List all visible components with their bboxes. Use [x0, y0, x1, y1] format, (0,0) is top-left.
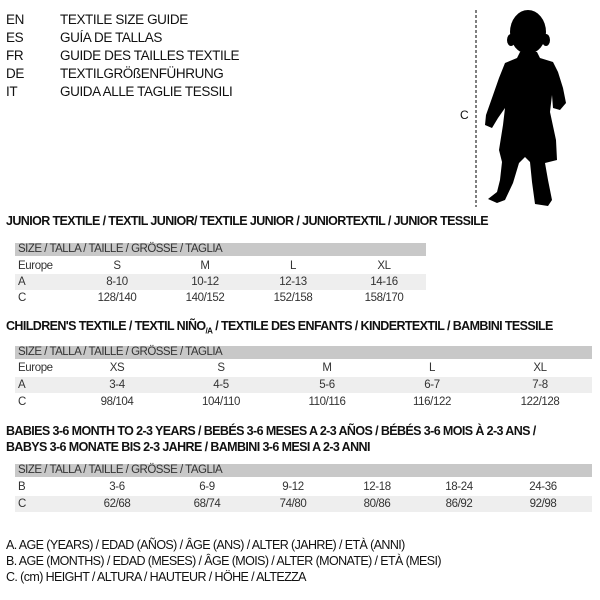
cell: M — [200, 260, 210, 272]
cell: 110/116 — [308, 396, 346, 408]
cell: 98/104 — [100, 396, 134, 408]
lang-code: IT — [6, 84, 18, 99]
row-label: Europe — [18, 260, 53, 272]
cell: 12-18 — [363, 481, 391, 493]
row-label: C — [18, 498, 26, 510]
row-label: Europe — [18, 362, 53, 374]
table-row: B 3-6 6-9 9-12 12-18 18-24 24-36 — [15, 479, 592, 495]
cell: 128/140 — [97, 292, 137, 304]
size-header-band: SIZE / TALLA / TAILLE / GRÖSSE / TAGLIA — [15, 464, 592, 477]
row-label: C — [18, 396, 26, 408]
cell: S — [113, 260, 121, 272]
table-row: C 128/140 140/152 152/158 158/170 — [15, 290, 426, 306]
babies-section-title-line2: BABYS 3-6 MONATE BIS 2-3 JAHRE / BAMBINI… — [6, 440, 370, 454]
lang-title: TEXTILGRÖßENFÜHRUNG — [60, 66, 224, 81]
lang-code: FR — [6, 48, 24, 63]
lang-title: GUIDA ALLE TAGLIE TESSILI — [60, 84, 233, 99]
table-row: C 98/104 104/110 110/116 116/122 122/128 — [15, 394, 592, 410]
cell: 4-5 — [213, 379, 229, 391]
child-silhouette-icon — [475, 10, 566, 207]
cell: M — [322, 362, 332, 374]
cell: 104/110 — [202, 396, 240, 408]
table-row: A 8-10 10-12 12-13 14-16 — [15, 274, 426, 290]
lang-code: EN — [6, 12, 24, 27]
table-row: A 3-4 4-5 5-6 6-7 7-8 — [15, 377, 592, 393]
row-label: A — [18, 379, 26, 391]
table-row: Europe S M L XL — [15, 258, 426, 274]
cell: S — [217, 362, 225, 374]
cell: L — [429, 362, 435, 374]
table-row: C 62/68 68/74 74/80 80/86 86/92 92/98 — [15, 496, 592, 512]
cell: XL — [533, 362, 547, 374]
row-label: A — [18, 276, 26, 288]
legend-line-c: C. (cm) HEIGHT / ALTURA / HAUTEUR / HÖHE… — [6, 570, 307, 584]
lang-title: GUIDE DES TAILLES TEXTILE — [60, 48, 240, 63]
cell: 74/80 — [279, 498, 307, 510]
cell: 140/152 — [185, 292, 225, 304]
cell: 68/74 — [193, 498, 221, 510]
height-measure-label: C — [460, 108, 469, 122]
size-header-band: SIZE / TALLA / TAILLE / GRÖSSE / TAGLIA — [15, 243, 426, 256]
cell: 158/170 — [364, 292, 404, 304]
cell: 3-4 — [109, 379, 125, 391]
legend-line-a: A. AGE (YEARS) / EDAD (AÑOS) / ÂGE (ANS)… — [6, 538, 405, 552]
junior-section-title: JUNIOR TEXTILE / TEXTIL JUNIOR/ TEXTILE … — [6, 214, 489, 228]
babies-section-title: BABIES 3-6 MONTH TO 2-3 YEARS / BEBÉS 3-… — [6, 424, 536, 438]
silhouette-head — [510, 10, 546, 54]
cell: 80/86 — [363, 498, 391, 510]
cell: 116/122 — [413, 396, 451, 408]
lang-code: ES — [6, 30, 24, 45]
cell: 86/92 — [445, 498, 473, 510]
row-label: C — [18, 292, 26, 304]
cell: XS — [109, 362, 125, 374]
cell: 10-12 — [191, 276, 219, 288]
cell: 6-9 — [199, 481, 215, 493]
cell: 8-10 — [106, 276, 128, 288]
cell: 9-12 — [282, 481, 304, 493]
cell: 92/98 — [529, 498, 557, 510]
cell: 122/128 — [520, 396, 560, 408]
cell: 6-7 — [424, 379, 440, 391]
cell: L — [290, 260, 296, 272]
cell: 12-13 — [279, 276, 307, 288]
children-section-title: CHILDREN'S TEXTILE / TEXTIL NIÑO/A / TEX… — [6, 319, 553, 336]
table-row: Europe XS S M L XL — [15, 360, 592, 376]
cell: 152/158 — [273, 292, 313, 304]
lang-title: TEXTILE SIZE GUIDE — [60, 12, 188, 27]
cell: XL — [377, 260, 391, 272]
lang-code: DE — [6, 66, 24, 81]
cell: 24-36 — [529, 481, 557, 493]
cell: 14-16 — [370, 276, 398, 288]
cell: 5-6 — [319, 379, 335, 391]
row-label: B — [18, 481, 26, 493]
size-header-band: SIZE / TALLA / TAILLE / GRÖSSE / TAGLIA — [15, 346, 592, 359]
lang-title: GUÍA DE TALLAS — [60, 30, 162, 45]
legend-line-b: B. AGE (MONTHS) / EDAD (MESES) / ÂGE (MO… — [6, 554, 442, 568]
silhouette-body — [485, 52, 566, 206]
cell: 18-24 — [445, 481, 473, 493]
cell: 3-6 — [109, 481, 125, 493]
cell: 7-8 — [532, 379, 548, 391]
cell: 62/68 — [103, 498, 131, 510]
